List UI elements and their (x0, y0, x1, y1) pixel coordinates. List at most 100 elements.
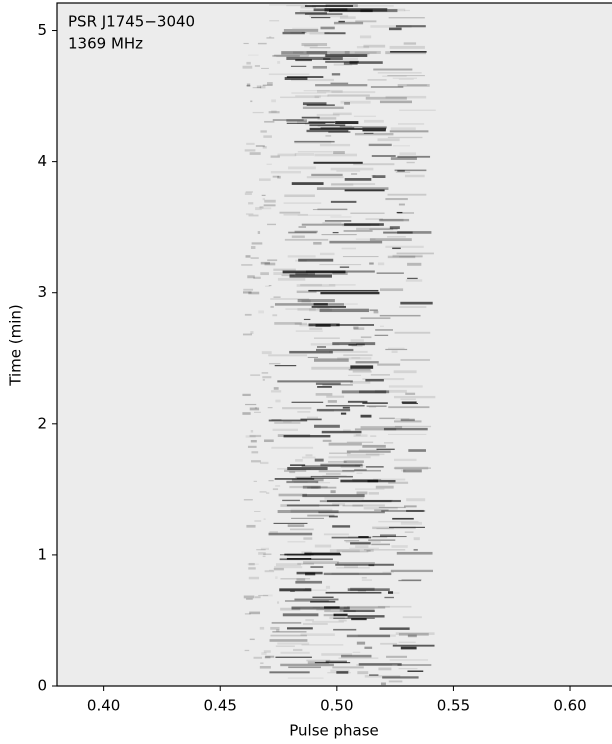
pulse-streak (275, 399, 281, 403)
pulse-streak (355, 434, 361, 436)
pulse-streak (368, 143, 392, 147)
pulse-streak (400, 646, 417, 650)
pulse-streak (363, 44, 386, 48)
pulse-streak (259, 491, 267, 493)
pulse-streak (284, 600, 329, 602)
pulse-streak (309, 127, 387, 130)
pulse-streak (318, 511, 385, 514)
pulse-streak (383, 231, 413, 234)
pulse-streak (350, 212, 385, 214)
pulse-streak (355, 488, 385, 490)
pulse-streak (287, 677, 324, 679)
pulse-streak (312, 65, 327, 69)
pulse-streak (291, 92, 327, 94)
pulse-streak (350, 587, 375, 591)
pulse-streak (329, 303, 358, 305)
pulse-streak (347, 605, 390, 608)
pulse-streak (316, 113, 340, 117)
pulse-streak (269, 20, 280, 22)
pulse-streak (365, 379, 384, 382)
pulse-streak (343, 606, 386, 609)
pulse-streak (289, 350, 333, 354)
pulse-streak (322, 439, 332, 442)
pulse-streak (277, 277, 306, 281)
pulse-streak (306, 176, 344, 179)
pulse-streak (300, 6, 316, 9)
pulse-streak (376, 528, 394, 530)
pulse-streak (343, 460, 364, 463)
pulse-streak (293, 481, 308, 483)
pulse-streak (369, 674, 379, 676)
pulse-streak (357, 671, 369, 675)
pulse-streak (374, 509, 389, 512)
pulse-streak (268, 285, 272, 287)
pulse-streak (362, 444, 386, 448)
pulse-streak (311, 173, 343, 177)
pulse-streak (287, 466, 328, 471)
pulse-streak (324, 496, 364, 500)
pulse-streak (300, 418, 322, 421)
pulse-streak (280, 651, 310, 654)
annotation: PSR J1745−3040 (68, 13, 195, 31)
pulse-streak (384, 596, 394, 599)
pulse-streak (354, 132, 394, 136)
pulse-streak (342, 504, 364, 507)
pulse-streak (325, 60, 359, 63)
pulse-streak (350, 339, 364, 342)
pulse-streak (255, 207, 262, 211)
pulse-streak (329, 452, 351, 455)
pulse-streak (301, 456, 316, 459)
pulse-streak (298, 226, 307, 228)
pulse-streak (365, 96, 407, 100)
pulse-streak (336, 170, 361, 172)
pulse-streak (294, 230, 318, 233)
pulse-streak (350, 365, 374, 369)
pulse-streak (322, 384, 353, 386)
pulse-streak (328, 456, 371, 459)
pulse-streak (398, 78, 414, 80)
pulse-streak (379, 627, 410, 630)
pulse-streak (335, 121, 359, 125)
pulse-streak (271, 419, 282, 421)
pulse-streak (295, 330, 323, 332)
pulse-streak (375, 485, 394, 489)
pulse-streak (323, 572, 392, 576)
pulse-streak (329, 616, 345, 620)
pulse-streak (246, 524, 256, 528)
pulse-streak (369, 228, 398, 230)
pulse-streak (252, 87, 262, 89)
pulse-streak (310, 475, 353, 478)
pulse-streak (317, 346, 326, 348)
pulse-streak (368, 406, 377, 408)
pulse-streak (266, 82, 273, 86)
pulse-streak (300, 283, 323, 287)
pulse-streak (405, 279, 423, 282)
pulse-streak (287, 524, 305, 527)
pulse-streak (306, 659, 331, 662)
pulse-streak (289, 471, 296, 474)
pulse-streak (246, 142, 255, 145)
pulse-streak (262, 378, 265, 381)
pulse-streak (249, 611, 261, 615)
pulse-streak (244, 149, 256, 152)
pulse-streak (324, 610, 356, 613)
pulse-streak (316, 408, 351, 412)
pulse-streak (269, 569, 274, 571)
pulse-streak (329, 350, 368, 353)
pulse-streak (331, 572, 359, 575)
pulse-streak (315, 84, 368, 87)
pulse-streak (328, 515, 338, 518)
pulse-streak (390, 127, 416, 131)
pulse-streak (367, 79, 387, 81)
pulse-streak (297, 307, 316, 311)
y-tick-label: 1 (37, 545, 47, 563)
pulse-streak (362, 129, 386, 132)
pulse-streak (310, 566, 324, 568)
pulse-streak (254, 407, 257, 410)
pulse-streak (333, 628, 357, 631)
pulse-streak (355, 361, 379, 364)
pulse-streak (385, 245, 424, 248)
pulse-streak (296, 477, 339, 479)
pulse-streak (361, 579, 373, 581)
pulse-streak (340, 465, 364, 469)
